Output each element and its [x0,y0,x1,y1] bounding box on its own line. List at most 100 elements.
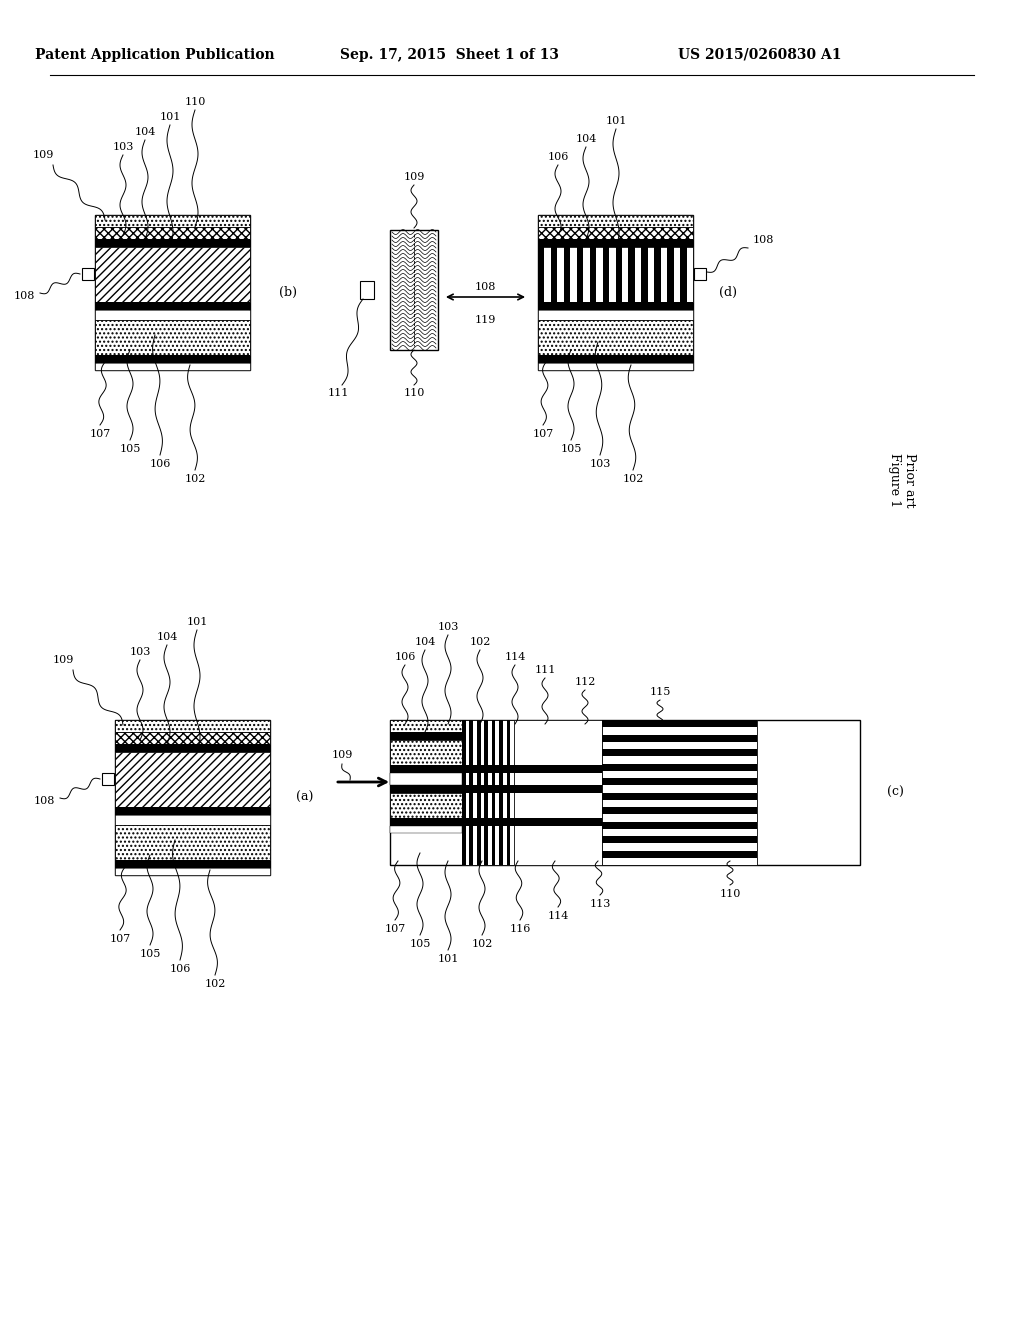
Text: 119: 119 [474,315,496,325]
Bar [602,821,757,829]
Text: 103: 103 [129,647,151,657]
Text: 110: 110 [403,388,425,399]
Bar [462,766,514,774]
Bar [551,247,557,302]
Bar [390,733,462,741]
Bar [390,785,462,793]
Bar [115,744,270,752]
Bar [514,766,602,774]
Bar [492,719,496,865]
Text: 103: 103 [113,143,134,152]
Bar [615,247,622,302]
Text: 109: 109 [403,172,425,182]
Text: (b): (b) [279,285,297,298]
Bar [602,719,757,727]
Text: 107: 107 [110,935,131,944]
Text: 108: 108 [13,290,35,301]
Bar [462,719,466,865]
Text: (c): (c) [887,785,903,799]
Bar [538,239,693,247]
Text: 116: 116 [509,924,530,935]
Bar [95,310,250,319]
Bar [95,215,250,227]
Bar [390,826,462,833]
Bar [390,741,462,766]
Bar [538,363,693,370]
Bar [641,247,648,302]
Bar [115,752,270,807]
Text: 102: 102 [469,638,490,647]
Text: 106: 106 [394,652,416,663]
Text: 101: 101 [605,116,627,125]
Bar [602,807,757,814]
Text: 104: 104 [415,638,435,647]
Bar [390,719,860,865]
Text: Patent Application Publication: Patent Application Publication [35,48,274,62]
Bar [390,793,462,818]
Text: 108: 108 [34,796,55,807]
Bar [668,247,674,302]
Text: 111: 111 [328,388,349,399]
Bar [477,719,480,865]
Text: 112: 112 [574,677,596,686]
Text: 104: 104 [157,632,178,642]
Bar [95,239,250,247]
Bar [390,230,438,350]
Text: 104: 104 [134,127,156,137]
Bar [102,774,114,785]
Text: 105: 105 [410,939,431,949]
Bar [538,310,693,319]
Text: 114: 114 [504,652,525,663]
Bar [95,215,250,370]
Text: 101: 101 [437,954,459,964]
Text: 107: 107 [89,429,111,440]
Bar [95,355,250,363]
Bar [390,818,462,826]
Text: 102: 102 [205,979,225,989]
Bar [602,748,757,756]
Bar [115,869,270,875]
Bar [602,836,757,843]
Bar [538,227,693,239]
Text: 108: 108 [753,235,774,246]
Bar [115,807,270,814]
Bar [602,850,757,858]
Bar [602,763,757,771]
Bar [538,302,693,310]
Bar [577,247,584,302]
Text: (a): (a) [296,791,313,804]
Text: 107: 107 [532,429,554,440]
Bar [115,861,270,869]
Bar [95,247,250,302]
Bar [602,777,757,785]
Text: 101: 101 [160,112,180,121]
Text: 103: 103 [590,459,610,469]
Bar [499,719,503,865]
Bar [538,247,693,302]
Text: 102: 102 [184,474,206,484]
Bar [390,774,462,785]
Bar [590,247,596,302]
Text: 109: 109 [52,655,74,665]
Text: 107: 107 [384,924,406,935]
Bar [95,319,250,355]
Text: 105: 105 [139,949,161,960]
Bar [538,319,693,355]
Text: 101: 101 [186,616,208,627]
Text: US 2015/0260830 A1: US 2015/0260830 A1 [678,48,842,62]
Bar [462,785,514,793]
Text: 106: 106 [169,964,190,974]
Text: 105: 105 [560,444,582,454]
Bar [82,268,94,280]
Bar [602,247,609,302]
Bar [469,719,473,865]
Bar [462,719,514,865]
Bar [507,719,510,865]
Text: 114: 114 [547,911,568,921]
Bar [115,814,270,825]
Bar [654,247,660,302]
Text: 104: 104 [575,135,597,144]
Text: 111: 111 [535,665,556,675]
Bar [514,785,602,793]
Text: 108: 108 [474,282,496,292]
